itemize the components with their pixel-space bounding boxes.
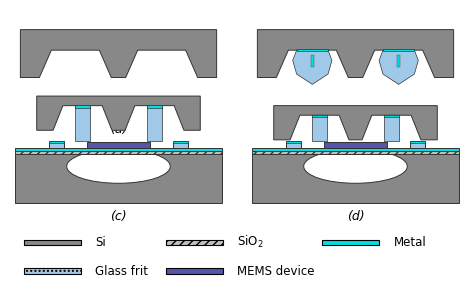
Bar (75, 105, 90, 108)
Polygon shape (293, 50, 332, 84)
Polygon shape (36, 96, 200, 130)
Bar (147, 105, 162, 108)
Bar (324, 142, 387, 148)
Text: (a): (a) (110, 123, 127, 136)
Text: Si: Si (95, 236, 106, 249)
Bar (166, 240, 223, 245)
Bar (147, 106, 162, 141)
Polygon shape (379, 50, 418, 84)
Bar (173, 141, 188, 148)
Bar (383, 49, 414, 51)
Text: SiO$_2$: SiO$_2$ (237, 234, 264, 250)
Ellipse shape (304, 150, 407, 183)
Bar (312, 115, 327, 141)
Bar (252, 148, 459, 151)
Bar (322, 240, 379, 245)
Bar (87, 142, 150, 148)
Ellipse shape (67, 150, 170, 183)
Bar (49, 141, 64, 143)
Bar (410, 141, 425, 143)
Text: (d): (d) (346, 210, 365, 223)
Text: Metal: Metal (393, 236, 426, 249)
Bar (166, 268, 223, 274)
Bar (24, 268, 81, 274)
Bar (24, 240, 81, 245)
Bar (286, 141, 301, 143)
Bar (75, 106, 90, 141)
Text: Glass frit: Glass frit (95, 265, 148, 278)
Polygon shape (274, 106, 437, 140)
Bar (410, 141, 425, 148)
Text: (c): (c) (110, 210, 127, 223)
Bar (397, 55, 400, 67)
Bar (311, 55, 314, 67)
Polygon shape (20, 30, 217, 78)
Bar (252, 151, 459, 203)
Bar (252, 151, 459, 154)
Bar (312, 115, 327, 117)
Bar (384, 115, 399, 141)
Text: (b): (b) (346, 123, 365, 136)
Bar (384, 115, 399, 117)
Bar (49, 141, 64, 148)
Bar (15, 148, 222, 151)
Polygon shape (257, 30, 454, 78)
Bar (297, 49, 328, 51)
Bar (173, 141, 188, 143)
Text: MEMS device: MEMS device (237, 265, 315, 278)
Bar (15, 151, 222, 203)
Bar (286, 141, 301, 148)
Bar (15, 151, 222, 154)
